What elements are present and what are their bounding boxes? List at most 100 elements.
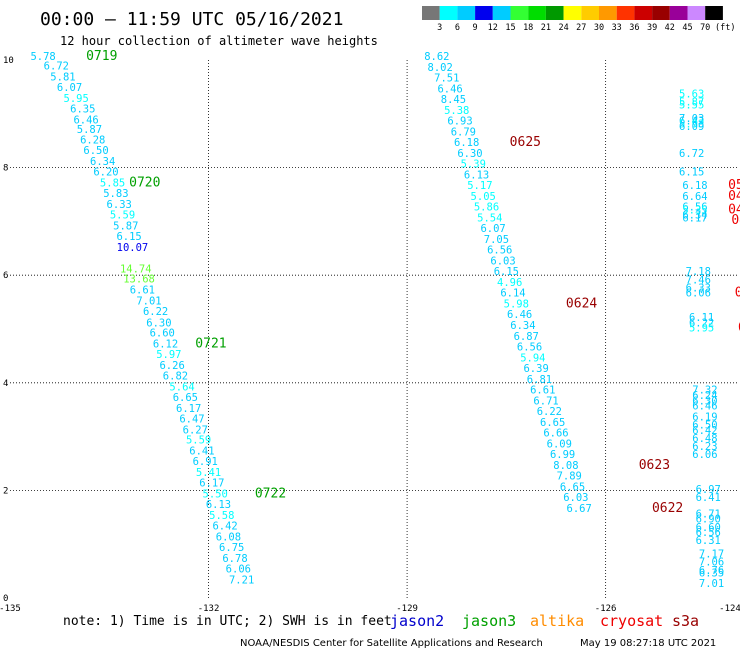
legend-swatch: [616, 6, 635, 20]
wave-height-label: 8.08: [553, 460, 578, 472]
legend-swatch: [687, 6, 706, 20]
y-tick-label: 2: [3, 486, 8, 496]
legend-swatch: [563, 6, 582, 20]
wave-height-label: 4.96: [497, 277, 522, 289]
wave-height-label: 5.35: [682, 204, 707, 216]
wave-height-label: 6.41: [189, 445, 214, 457]
wave-height-label: 6.56: [487, 245, 512, 257]
wave-height-label: 6.46: [692, 401, 717, 413]
wave-height-label: 6.35: [699, 567, 724, 579]
wave-height-label: 6.65: [560, 481, 585, 493]
credit-timestamp: May 19 08:27:18 UTC 2021: [580, 638, 716, 649]
credit-source: NOAA/NESDIS Center for Satellite Applica…: [240, 638, 543, 649]
wave-height-label: 5.54: [477, 212, 502, 224]
wave-height-label: 6.20: [93, 167, 118, 179]
wave-height-label: 6.11: [689, 312, 714, 324]
wave-height-label: 6.43: [679, 116, 704, 128]
legend-swatch: [492, 6, 511, 20]
wave-height-label: 6.34: [510, 320, 535, 332]
wave-height-label: 6.22: [537, 406, 562, 418]
legend-swatch: [599, 6, 617, 20]
wave-height-label: 6.50: [83, 145, 108, 157]
wave-height-label: 7.17: [699, 549, 724, 561]
wave-height-label: 6.66: [543, 428, 568, 440]
wave-height-label: 6.17: [176, 403, 201, 415]
satellite-label: jason3: [462, 612, 516, 630]
satellite-legend: jason2 jason3 altika cryosat s3a: [390, 612, 699, 630]
wave-height-label: 8.02: [428, 62, 453, 74]
legend-threshold: 12: [488, 23, 498, 33]
wave-height-label: 6.23: [692, 441, 717, 453]
wave-height-label: 6.75: [219, 542, 244, 554]
wave-height-label: 6.46: [73, 114, 98, 126]
legend-threshold: 3: [437, 23, 442, 33]
wave-height-label: 6.41: [696, 492, 721, 504]
legend-swatch: [422, 6, 440, 20]
pass-time-label: 0622: [652, 501, 683, 516]
wave-height-label: 5.85: [100, 177, 125, 189]
wave-height-label: 6.34: [682, 210, 707, 222]
wave-height-label: 5.17: [467, 180, 492, 192]
wave-height-label: 5.94: [520, 352, 545, 364]
legend-swatch: [439, 6, 458, 20]
wave-height-label: 6.22: [143, 306, 168, 318]
wave-height-label: 6.17: [682, 212, 707, 224]
wave-height-label: 5.87: [113, 220, 138, 232]
wave-height-label: 5.39: [461, 159, 486, 171]
pass-time-label: 045: [738, 321, 740, 336]
wave-height-label: 6.47: [179, 414, 204, 426]
legend-threshold: 27: [576, 23, 586, 33]
wave-height-label: 6.18: [682, 180, 707, 192]
pass-time-label: 0624: [566, 296, 597, 311]
wave-height-label: 6.26: [159, 360, 184, 372]
legend-swatch: [581, 6, 599, 20]
color-scale-legend: 3 6 9 12 15 18 21 24 27 30 33 36 39 42 45 70 (ft): [422, 6, 735, 33]
satellite-label: altika: [530, 612, 584, 630]
wave-height-label: 6.30: [457, 148, 482, 160]
wave-height-label: 6.65: [540, 417, 565, 429]
legend-threshold: 70: [700, 23, 710, 33]
wave-height-label: 6.71: [696, 508, 721, 520]
wave-height-label: 6.46: [437, 83, 462, 95]
wave-height-label: 7.01: [136, 295, 161, 307]
wave-height-label: 5.63: [679, 89, 704, 101]
wave-height-label: 6.72: [44, 61, 69, 73]
satellite-label: cryosat: [600, 612, 663, 630]
legend-swatch: [457, 6, 476, 20]
x-tick-label: -129: [396, 604, 418, 614]
legend-swatch: [634, 6, 653, 20]
legend-threshold: 45: [682, 23, 692, 33]
pass-time-label: 0459: [728, 189, 740, 204]
footer-note: note: 1) Time is in UTC; 2) SWH is in fe…: [63, 614, 392, 629]
legend-threshold: 30: [594, 23, 604, 33]
wave-height-label: 8.45: [441, 94, 466, 106]
wave-height-label: 7.32: [692, 385, 717, 397]
legend-threshold: 42: [665, 23, 675, 33]
plot-frame: [10, 60, 738, 600]
wave-height-label: 6.09: [679, 121, 704, 133]
wave-height-label: 6.82: [163, 371, 188, 383]
wave-height-label: 7.03: [679, 113, 704, 125]
legend-swatch: [652, 6, 670, 20]
wave-height-label: 6.06: [686, 288, 711, 300]
satellite-label: jason2: [390, 612, 444, 630]
legend-threshold: 18: [523, 23, 533, 33]
wave-height-label: 6.07: [57, 82, 82, 94]
pass-time-label: 0722: [255, 486, 286, 501]
wave-height-label: 5.50: [203, 488, 228, 500]
wave-height-label: 6.12: [153, 338, 178, 350]
wave-height-label: 7.05: [484, 234, 509, 246]
wave-height-label: 6.28: [80, 134, 105, 146]
wave-height-label: 6.56: [696, 527, 721, 539]
wave-height-label: 7.18: [686, 266, 711, 278]
wave-height-label: 6.90: [696, 514, 721, 526]
y-tick-label: 6: [3, 271, 8, 281]
wave-height-label: 6.64: [682, 191, 707, 203]
wave-height-label: 6.07: [480, 223, 505, 235]
wave-height-label: 6.13: [206, 499, 231, 511]
wave-height-label: 6.15: [116, 231, 141, 243]
wave-height-label: 6.79: [451, 126, 476, 138]
legend-threshold: 15: [505, 23, 515, 33]
wave-height-label: 5.97: [156, 349, 181, 361]
wave-height-label: 6.06: [226, 564, 251, 576]
